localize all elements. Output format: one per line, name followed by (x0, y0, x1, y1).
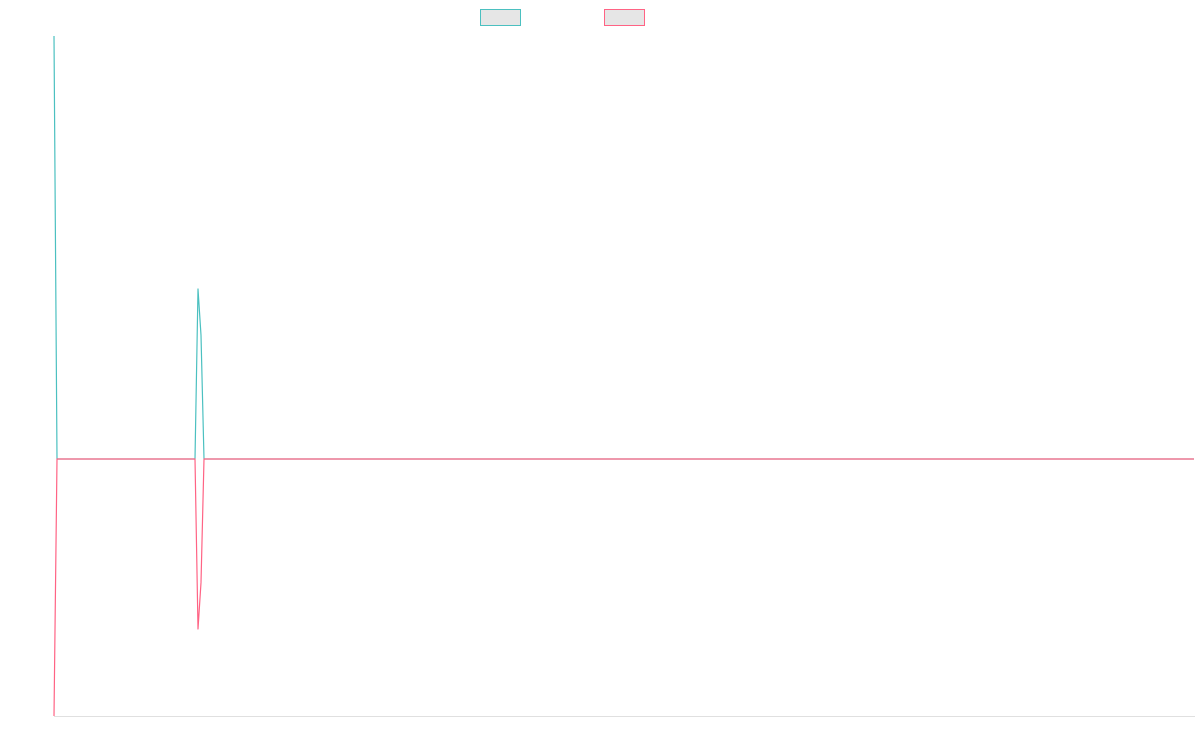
legend-swatch (480, 9, 521, 26)
data-line (53, 35, 1194, 460)
data-line (53, 458, 1194, 717)
legend-swatch (604, 9, 645, 26)
